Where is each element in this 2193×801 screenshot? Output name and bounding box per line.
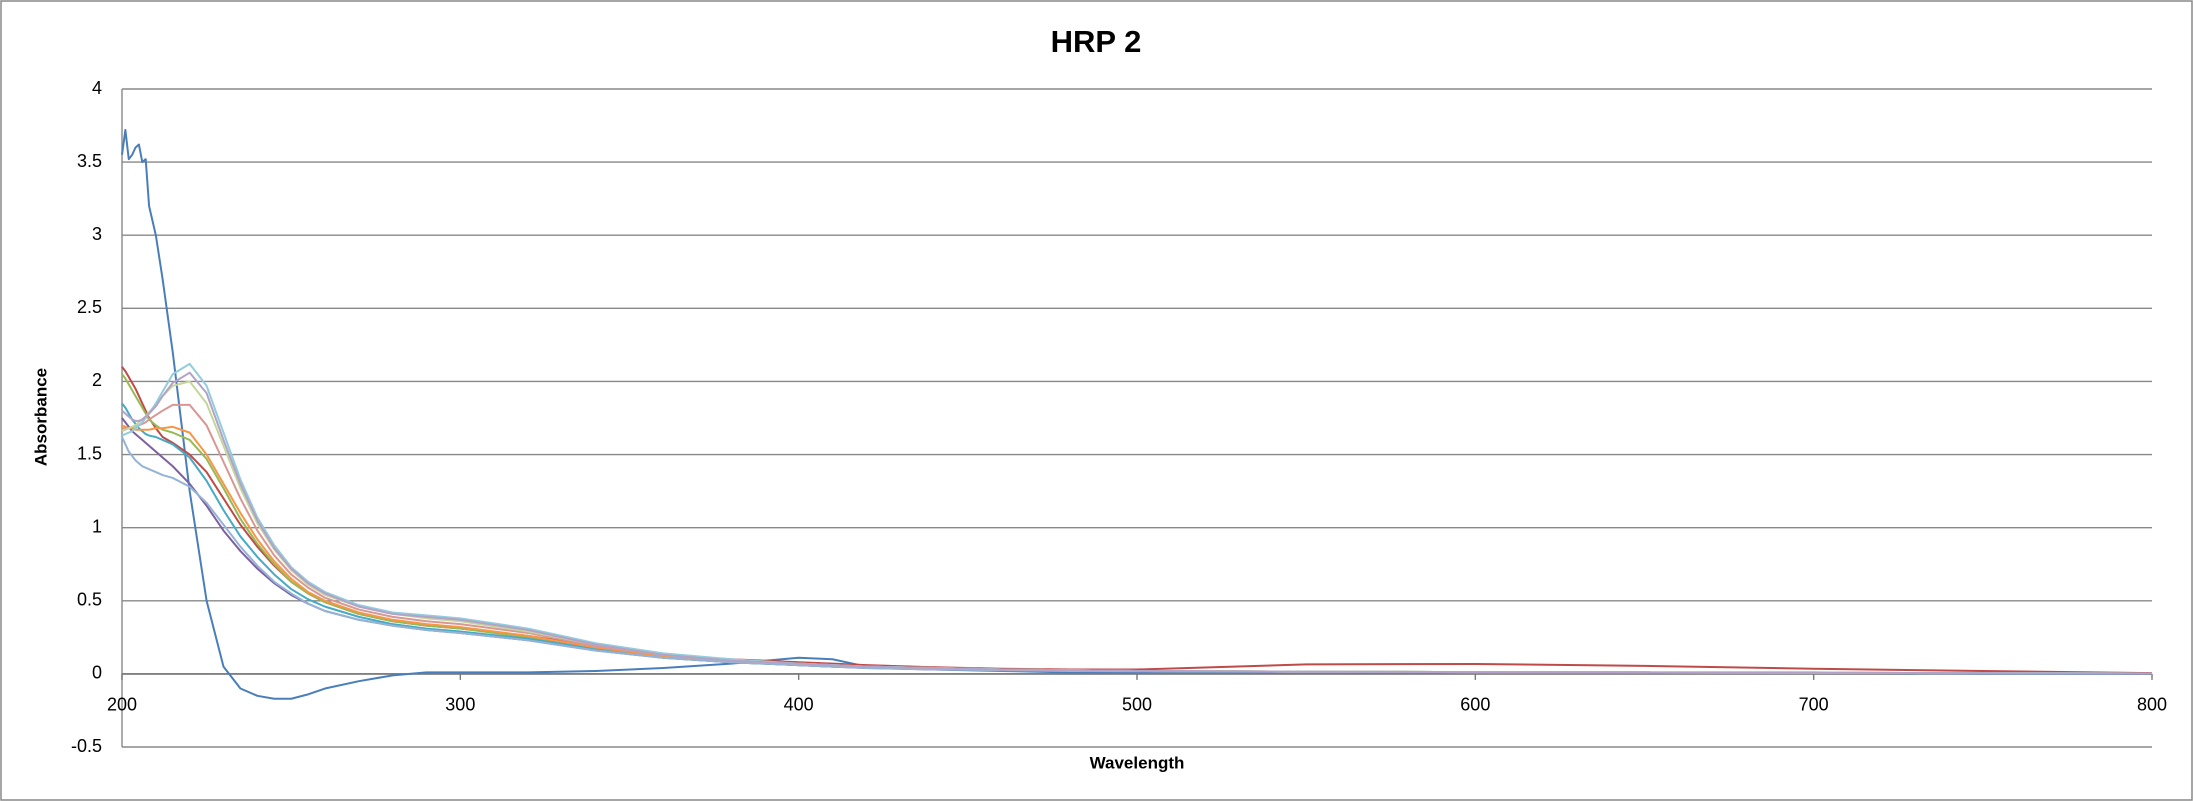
x-tick-label: 600 [1460,695,1490,715]
y-tick-label: 1.5 [77,443,102,463]
chart-title: HRP 2 [1051,24,1142,59]
y-tick-label: 2.5 [77,297,102,317]
y-tick-label: 0.5 [77,590,102,610]
y-axis-title: Absorbance [31,368,50,466]
y-tick-label: 1 [92,516,102,536]
series-line [121,371,2153,675]
x-tick-label: 800 [2137,695,2167,715]
x-tick-label: 200 [107,695,137,715]
y-tick-label: 3.5 [77,151,102,171]
y-tick-label: 4 [92,78,102,98]
x-tick-label: 400 [784,695,814,715]
x-tick-label: 500 [1122,695,1152,715]
y-tick-label: -0.5 [71,736,102,756]
x-tick-label: 700 [1799,695,1829,715]
y-tick-label: 3 [92,224,102,244]
y-tick-label: 0 [92,663,102,683]
x-tick-label: 300 [445,695,475,715]
series-line [121,128,2152,700]
x-axis-title: Wavelength [1090,753,1185,772]
y-tick-label: 2 [92,370,102,390]
